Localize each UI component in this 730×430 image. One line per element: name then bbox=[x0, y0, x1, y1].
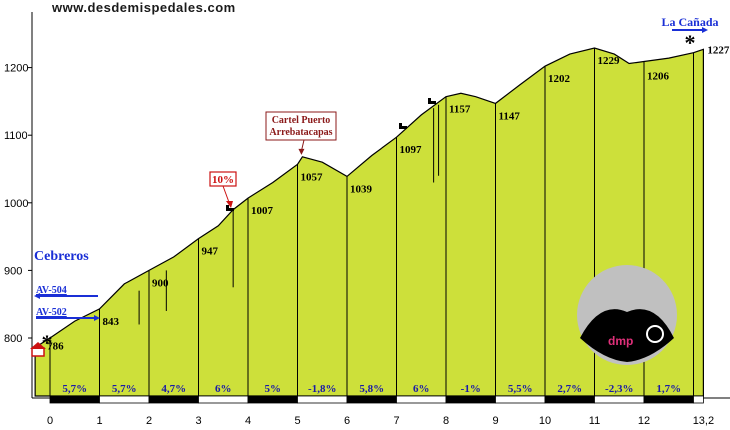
elevation-label: 1227 bbox=[707, 44, 730, 56]
segment-gradient-label: -1,8% bbox=[308, 383, 336, 395]
logo-letters: dmp bbox=[608, 334, 633, 348]
x-tick-label: 4 bbox=[245, 415, 251, 427]
km-bar-segment bbox=[396, 395, 447, 404]
km-bar-segment bbox=[198, 395, 249, 404]
elevation-label: 1157 bbox=[449, 104, 471, 116]
climb-icon bbox=[428, 98, 436, 104]
elevation-label: 786 bbox=[47, 340, 64, 352]
pass-box bbox=[265, 111, 337, 141]
segment-gradient-label: 5,7% bbox=[112, 383, 137, 395]
y-tick-label: 1200 bbox=[4, 63, 28, 75]
arrow-head bbox=[94, 315, 100, 321]
segment-gradient-label: 5% bbox=[265, 383, 282, 395]
segment-gradient-label: -1% bbox=[461, 383, 481, 395]
segment-gradient-label: 6% bbox=[413, 383, 430, 395]
elevation-label: 1229 bbox=[598, 55, 621, 67]
max-grade-label: 10% bbox=[212, 174, 234, 186]
segment-gradient-label: 5,8% bbox=[359, 383, 384, 395]
elevation-label: 1202 bbox=[548, 73, 571, 85]
x-tick-label: 13,2 bbox=[693, 415, 714, 427]
x-tick-label: 2 bbox=[146, 415, 152, 427]
road-label: AV-504 bbox=[36, 285, 67, 296]
km-bar-segment bbox=[445, 395, 496, 404]
profile-area bbox=[34, 47, 704, 397]
start-star: * bbox=[42, 330, 53, 355]
km-bar-segment bbox=[346, 395, 397, 404]
town-roof-icon bbox=[30, 342, 46, 349]
elevation-label: 947 bbox=[202, 246, 219, 258]
elevation-label: 1007 bbox=[251, 205, 274, 217]
km-bar-segment bbox=[594, 395, 645, 404]
x-tick-label: 9 bbox=[492, 415, 498, 427]
pass-name-line2: Arrebatacapas bbox=[269, 127, 332, 138]
elevation-label: 1097 bbox=[400, 144, 423, 156]
end-name: La Cañada bbox=[661, 15, 718, 29]
x-tick-label: 5 bbox=[294, 415, 300, 427]
x-tick-label: 0 bbox=[47, 415, 53, 427]
segment-gradient-label: -2,3% bbox=[605, 383, 633, 395]
segment-gradient-label: 1,7% bbox=[656, 383, 681, 395]
arrow-head bbox=[34, 293, 40, 299]
km-bar-segment bbox=[297, 395, 348, 404]
pass-pointer-head bbox=[298, 148, 305, 155]
km-bar-segment bbox=[544, 395, 595, 404]
x-tick-label: 8 bbox=[443, 415, 449, 427]
x-tick-label: 7 bbox=[393, 415, 399, 427]
y-tick-label: 900 bbox=[4, 265, 22, 277]
x-tick-label: 10 bbox=[539, 415, 551, 427]
km-bar-segment bbox=[49, 395, 100, 404]
logo-swirl-icon bbox=[646, 325, 664, 343]
climb-icon bbox=[226, 205, 234, 211]
elevation-label: 1206 bbox=[647, 71, 670, 83]
segment-gradient-label: 4,7% bbox=[161, 383, 186, 395]
road-label: AV-502 bbox=[36, 307, 67, 318]
logo-dark-shape bbox=[580, 309, 674, 362]
town-house-icon bbox=[31, 347, 45, 357]
max-grade-pointer-head bbox=[226, 201, 233, 208]
elevation-label: 1039 bbox=[350, 183, 373, 195]
segment-gradient-label: 5,7% bbox=[62, 383, 87, 395]
start-name: Cebreros bbox=[34, 249, 89, 264]
x-tick-label: 3 bbox=[195, 415, 201, 427]
y-tick-label: 800 bbox=[4, 333, 22, 345]
segment-gradient-label: 5,5% bbox=[508, 383, 533, 395]
x-tick-label: 12 bbox=[638, 415, 650, 427]
y-tick-label: 1100 bbox=[4, 130, 28, 142]
end-star: * bbox=[685, 30, 696, 55]
segment-gradient-label: 6% bbox=[215, 383, 232, 395]
pass-name-line1: Cartel Puerto bbox=[272, 115, 331, 126]
elevation-label: 900 bbox=[152, 277, 169, 289]
km-bar-segment bbox=[99, 395, 150, 404]
x-tick-label: 11 bbox=[589, 415, 600, 427]
segment-gradient-label: 2,7% bbox=[557, 383, 582, 395]
elevation-label: 843 bbox=[103, 316, 120, 328]
climb-icon bbox=[399, 123, 407, 129]
logo-badge: dmp bbox=[577, 265, 677, 365]
end-arrow-head bbox=[702, 27, 708, 33]
km-bar-segment bbox=[693, 395, 704, 404]
x-tick-label: 1 bbox=[96, 415, 102, 427]
km-bar-segment bbox=[247, 395, 298, 404]
site-url: www.desdemispedales.com bbox=[52, 0, 236, 15]
elevation-label: 1057 bbox=[301, 171, 324, 183]
y-tick-label: 1000 bbox=[4, 198, 28, 210]
km-bar-segment bbox=[148, 395, 199, 404]
elevation-label: 1147 bbox=[499, 110, 521, 122]
x-tick-label: 6 bbox=[344, 415, 350, 427]
km-bar-segment bbox=[643, 395, 694, 404]
km-bar-segment bbox=[495, 395, 546, 404]
